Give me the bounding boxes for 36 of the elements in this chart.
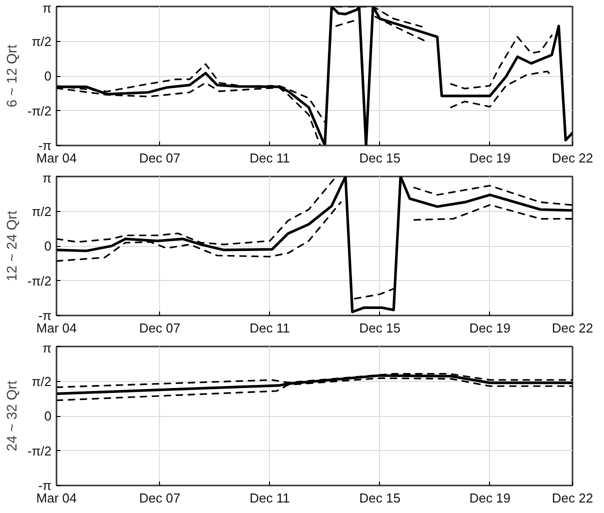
- y-tick-label: 0: [44, 408, 52, 424]
- y-tick-label: π: [42, 0, 52, 16]
- x-tick-label: Dec 07: [139, 320, 180, 336]
- x-tick-label: Dec 11: [250, 490, 290, 506]
- x-tick-label: Dec 19: [469, 150, 511, 166]
- y-tick-label: -π/2: [27, 443, 52, 458]
- x-tick-label: Dec 11: [250, 320, 290, 336]
- y-tick-label: -π: [38, 308, 52, 323]
- y-tick-label: -π: [38, 138, 52, 153]
- y-axis-title: 6 ~ 12 Qrt: [3, 44, 20, 108]
- x-tick-label: Dec 19: [469, 490, 511, 506]
- x-tick-label: Dec 15: [359, 150, 400, 166]
- y-tick-label: 0: [44, 68, 52, 84]
- y-tick-label: π: [42, 170, 52, 186]
- y-axis-title: 12 ~ 24 Qrt: [3, 210, 20, 282]
- x-tick-label: Dec 11: [250, 150, 290, 166]
- x-tick-label: Dec 22: [552, 150, 594, 166]
- y-tick-label: -π: [38, 478, 52, 493]
- x-tick-label: Dec 15: [359, 320, 400, 336]
- x-tick-label: Dec 15: [359, 490, 400, 506]
- y-tick-label: 0: [44, 238, 52, 254]
- x-tick-label: Mar 04: [36, 320, 77, 336]
- y-tick-label: π/2: [32, 204, 52, 219]
- x-tick-label: Dec 22: [552, 490, 594, 506]
- x-tick-label: Dec 22: [552, 320, 594, 336]
- x-tick-label: Mar 04: [36, 150, 77, 166]
- y-tick-label: π/2: [32, 374, 52, 389]
- y-tick-label: -π/2: [27, 273, 52, 288]
- x-tick-label: Dec 07: [139, 150, 180, 166]
- x-tick-label: Mar 04: [36, 490, 77, 506]
- x-tick-label: Dec 07: [139, 490, 180, 506]
- y-tick-label: π: [42, 340, 52, 356]
- x-tick-label: Dec 19: [469, 320, 511, 336]
- y-tick-label: π/2: [32, 34, 52, 49]
- y-axis-title: 24 ~ 32 Qrt: [3, 380, 20, 452]
- y-tick-label: -π/2: [27, 103, 52, 118]
